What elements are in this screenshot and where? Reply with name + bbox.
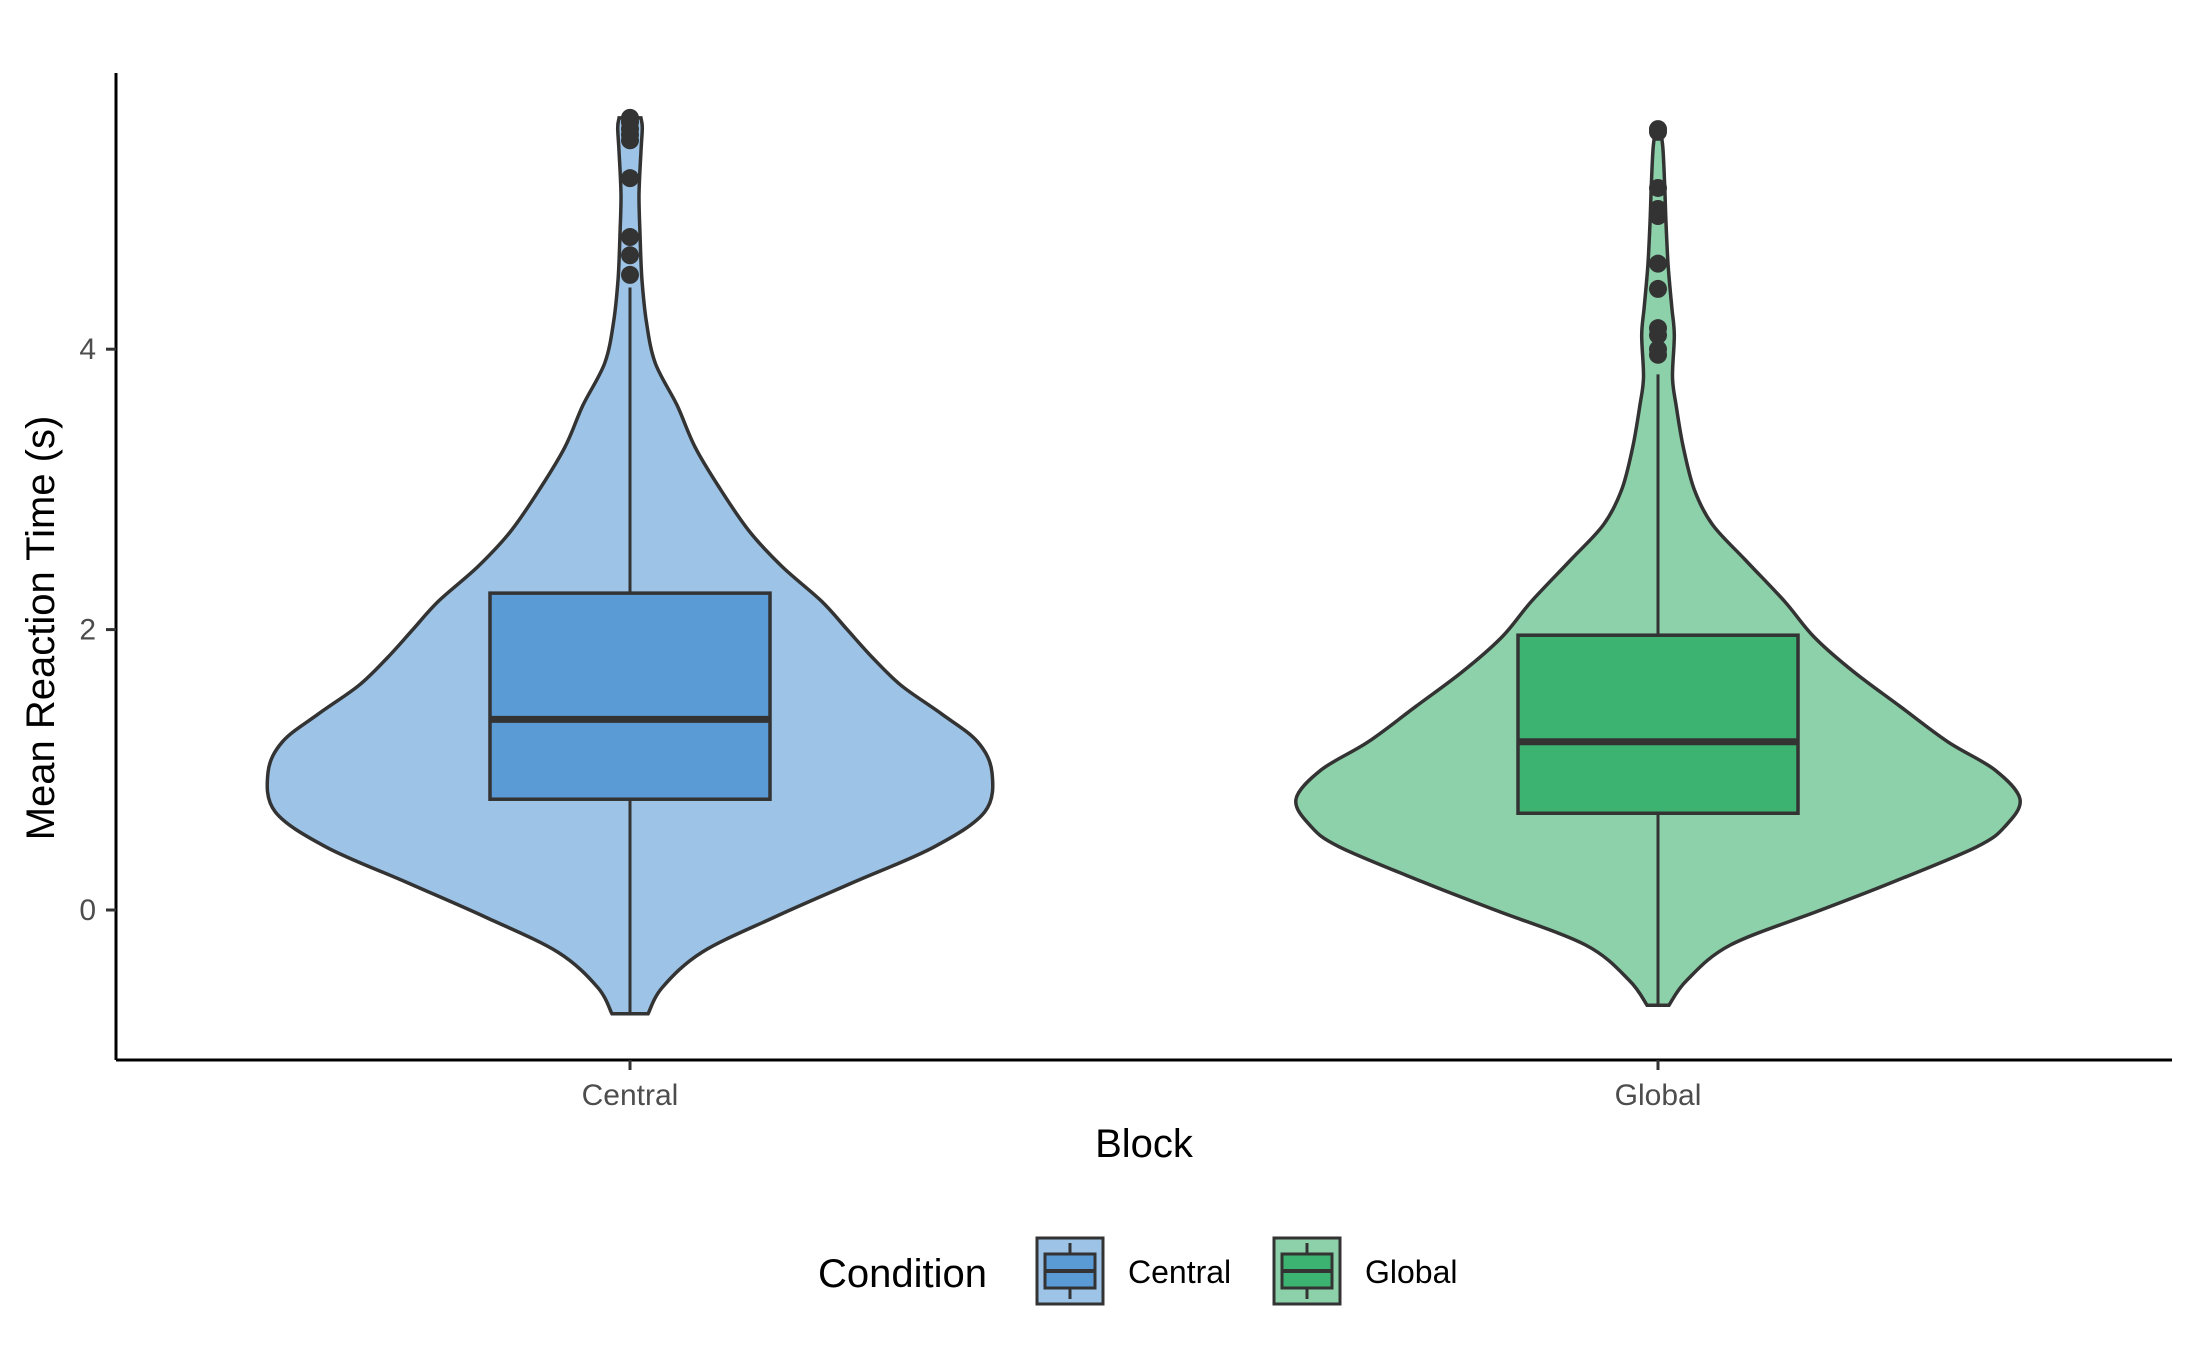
y-tick-label: 4	[79, 333, 96, 366]
x-axis-ticks: Central Global	[582, 1060, 1702, 1112]
legend-label-central: Central	[1128, 1254, 1231, 1290]
legend-title: Condition	[818, 1252, 987, 1296]
y-tick-label: 0	[79, 894, 96, 927]
outlier-point-central	[621, 265, 639, 284]
violin-group-global	[1294, 120, 2022, 1008]
box-global	[1516, 633, 1800, 815]
outlier-point-central	[621, 228, 639, 247]
outlier-point-global	[1649, 340, 1667, 359]
legend: Condition Central Global	[818, 1236, 1458, 1306]
x-tick-label: Central	[582, 1079, 679, 1112]
plot-area	[265, 108, 2022, 1016]
violin-group-central	[265, 108, 995, 1016]
y-axis-ticks: 0 2 4	[79, 333, 116, 927]
box-central	[488, 591, 772, 801]
outlier-point-global	[1649, 199, 1667, 218]
y-tick-label: 2	[79, 614, 96, 647]
outlier-point-global	[1649, 254, 1667, 273]
outlier-point-global	[1649, 279, 1667, 298]
legend-key-central	[1035, 1236, 1105, 1306]
outlier-point-global	[1649, 178, 1667, 197]
outlier-point-central	[621, 246, 639, 265]
x-tick-label: Global	[1615, 1079, 1702, 1112]
outlier-point-central	[621, 169, 639, 188]
outlier-point-global	[1649, 319, 1667, 338]
legend-key-global	[1272, 1236, 1342, 1306]
y-axis-title: Mean Reaction Time (s)	[19, 416, 63, 841]
legend-label-global: Global	[1365, 1254, 1458, 1290]
outlier-point-central	[621, 108, 639, 127]
x-axis-title: Block	[1095, 1122, 1194, 1166]
outlier-point-global	[1649, 120, 1667, 139]
